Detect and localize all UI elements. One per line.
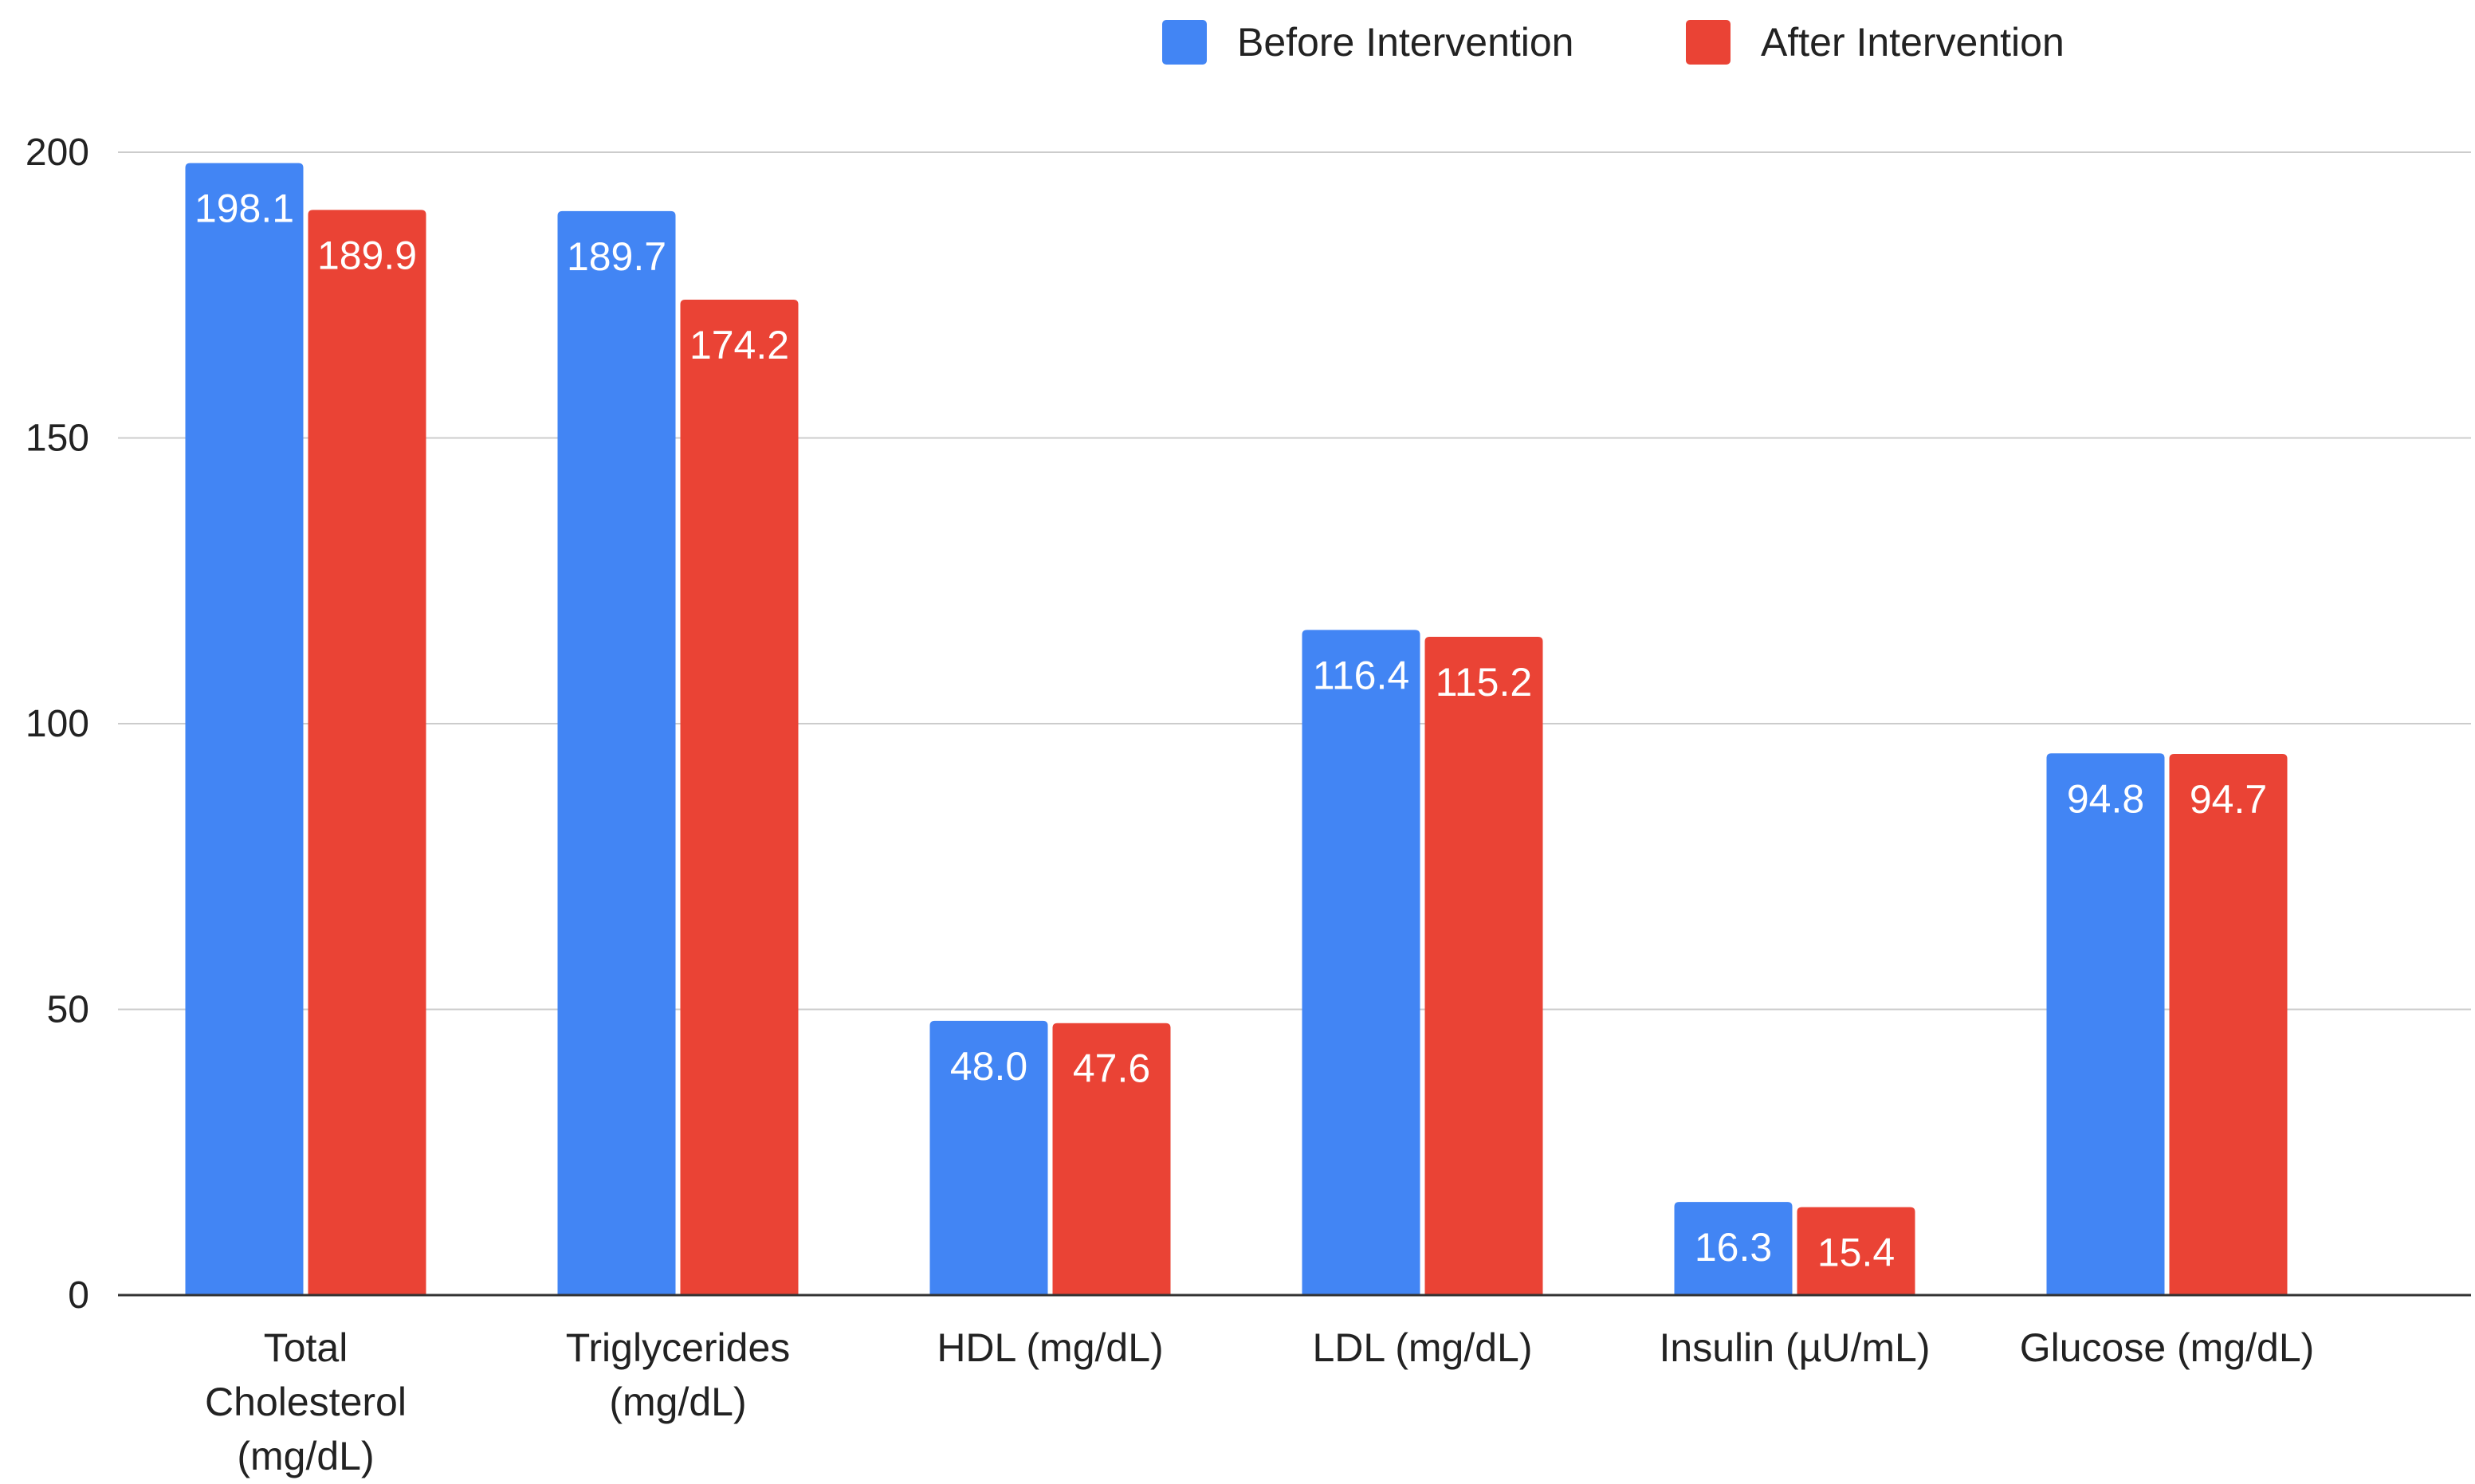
after-bar[interactable] (1797, 1207, 1915, 1295)
y-tick-label: 200 (26, 132, 89, 174)
data-label: 174.2 (689, 323, 789, 367)
x-category-label: Glucose (mg/dL) (2020, 1325, 2315, 1370)
before-bar[interactable] (2046, 753, 2165, 1295)
x-category-line: HDL (mg/dL) (937, 1325, 1163, 1370)
x-category-line: LDL (mg/dL) (1312, 1325, 1532, 1370)
data-label: 115.2 (1436, 660, 1532, 705)
x-category-line: (mg/dL) (237, 1434, 374, 1478)
x-category-line: Insulin (µU/mL) (1660, 1325, 1931, 1370)
data-label: 48.0 (950, 1044, 1027, 1089)
y-tick-label: 150 (26, 418, 89, 460)
x-category-label: Triglycerides (mg/dL) (566, 1325, 791, 1424)
x-category-line: Cholesterol (205, 1380, 407, 1424)
x-category-label: Insulin (µU/mL) (1660, 1325, 1931, 1370)
after-bar[interactable] (308, 210, 426, 1295)
data-label: 94.8 (2067, 776, 2144, 821)
after-bar[interactable] (2169, 754, 2288, 1295)
before-bar[interactable] (185, 163, 304, 1295)
x-category-label: LDL (mg/dL) (1312, 1325, 1532, 1370)
x-category-line: Glucose (mg/dL) (2020, 1325, 2315, 1370)
data-label: 116.4 (1313, 653, 1409, 697)
data-label: 15.4 (1817, 1231, 1895, 1275)
data-label: 47.6 (1073, 1046, 1150, 1091)
x-category-label: Total Cholesterol (mg/dL) (205, 1325, 407, 1478)
data-label: 94.7 (2190, 777, 2267, 822)
after-legend-swatch[interactable] (1686, 20, 1731, 65)
data-label: 16.3 (1695, 1225, 1772, 1270)
y-tick-label: 100 (26, 703, 89, 745)
before-bar[interactable] (929, 1020, 1048, 1295)
before-bar[interactable] (1302, 630, 1420, 1295)
before-bar[interactable] (1674, 1202, 1793, 1295)
before-legend-label[interactable]: Before Intervention (1237, 20, 1574, 65)
after-legend-label[interactable]: After Intervention (1761, 20, 2064, 65)
before-legend-swatch[interactable] (1162, 20, 1207, 65)
y-tick-label: 50 (47, 989, 89, 1031)
before-bar[interactable] (557, 210, 676, 1295)
x-category-line: Total (264, 1325, 348, 1370)
x-category-line: Triglycerides (566, 1325, 791, 1370)
data-label: 198.1 (194, 186, 294, 231)
after-bar[interactable] (1052, 1023, 1171, 1295)
x-category-line: (mg/dL) (609, 1380, 746, 1424)
after-bar[interactable] (680, 299, 799, 1296)
y-tick-label: 0 (68, 1274, 89, 1317)
after-bar[interactable] (1424, 637, 1543, 1295)
x-category-label: HDL (mg/dL) (937, 1325, 1163, 1370)
data-label: 189.7 (567, 234, 666, 279)
data-label: 189.9 (317, 233, 417, 277)
